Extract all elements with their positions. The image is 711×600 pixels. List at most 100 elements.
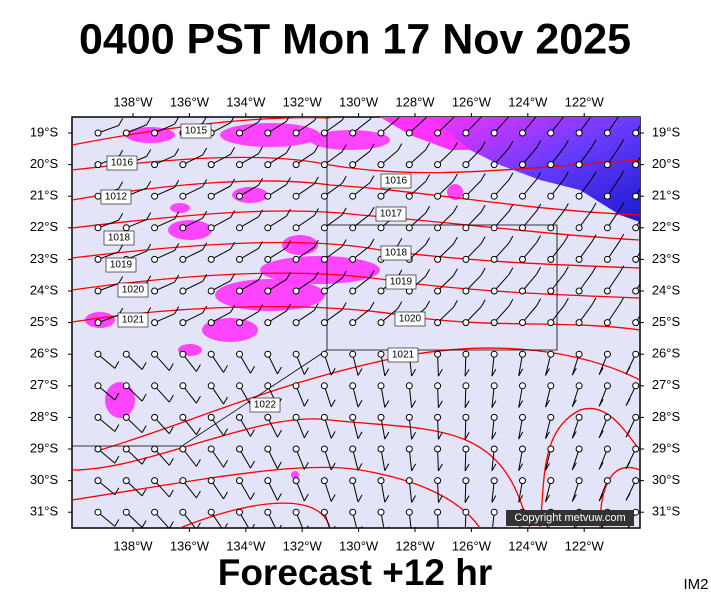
wind-barb [384, 431, 390, 440]
wind-barb [509, 110, 513, 117]
wind-barb [210, 185, 231, 197]
wind-station [575, 224, 583, 232]
wind-station [490, 319, 498, 327]
wind-barb [258, 241, 263, 249]
wind-barb [258, 117, 262, 123]
wind-station [490, 445, 498, 453]
isobar-label-box [180, 123, 212, 139]
wind-barb [591, 171, 597, 179]
wind-station [207, 224, 215, 232]
wind-station [349, 477, 357, 485]
isobar-label-box [106, 155, 138, 171]
lat-label: 23°S [30, 251, 59, 266]
wind-barb [182, 480, 197, 499]
isobar-label: 1019 [390, 277, 413, 288]
wind-station [575, 382, 583, 390]
wind-barb [313, 239, 319, 248]
wind-barb [341, 117, 345, 121]
wind-barb [578, 209, 593, 229]
wind-station [236, 477, 243, 485]
wind-barb [380, 308, 399, 323]
wind-station [519, 192, 526, 200]
wind-station [490, 129, 498, 137]
wind-station [94, 319, 102, 327]
wind-barb [277, 493, 282, 501]
wind-barb [286, 208, 291, 217]
wind-barb [518, 495, 524, 503]
wind-barb [154, 511, 170, 528]
wind-barb [384, 400, 390, 408]
wind-barb [635, 219, 640, 229]
wind-station [207, 350, 215, 358]
lon-label: 138°W [113, 94, 153, 109]
lat-label: 29°S [652, 440, 681, 455]
wind-barb [437, 417, 439, 440]
wind-barb [267, 215, 287, 229]
wind-barb [548, 526, 550, 528]
wind-barb [324, 182, 343, 197]
wind-station [632, 129, 640, 137]
wind-station [320, 224, 328, 232]
wind-station [462, 508, 470, 516]
wind-barb [465, 180, 482, 197]
wind-barb [635, 314, 640, 323]
wind-barb [545, 494, 550, 503]
wind-barb [550, 210, 565, 229]
wind-barb [647, 139, 651, 146]
isobar-label: 1016 [111, 158, 134, 169]
wind-station [151, 161, 159, 169]
wind-station [547, 350, 555, 358]
wind-station [151, 129, 159, 137]
lon-label: 128°W [395, 94, 435, 109]
wind-barb [491, 354, 495, 377]
wind-station [292, 224, 300, 232]
wind-barb [352, 277, 371, 292]
wind-barb [174, 243, 180, 251]
wind-barb [619, 265, 625, 274]
wind-station [434, 477, 442, 485]
wind-barb [352, 417, 359, 439]
wind-barb [267, 353, 278, 375]
wind-station [292, 445, 300, 453]
wind-barb [360, 526, 363, 528]
wind-station [236, 224, 243, 232]
wind-barb [230, 241, 236, 250]
wind-barb [574, 525, 577, 528]
wind-barb [210, 417, 224, 436]
wind-barb [330, 431, 336, 439]
wind-barb [522, 242, 538, 260]
wind-station [462, 477, 470, 485]
wind-barb [464, 495, 470, 503]
wind-barb [425, 205, 431, 214]
wind-barb [239, 311, 259, 324]
wind-barb [491, 432, 497, 440]
wind-station [547, 287, 555, 295]
wind-barb [578, 272, 593, 292]
wind-station [547, 192, 555, 200]
wind-barb [230, 178, 236, 187]
wind-barb [352, 308, 371, 323]
wind-barb [182, 448, 197, 467]
isobar-label: 1012 [105, 192, 128, 203]
wind-station [377, 287, 385, 295]
wind-barb [125, 480, 143, 497]
wind-barb [154, 417, 170, 435]
wind-barb [196, 490, 201, 499]
wind-station [151, 413, 159, 421]
wind-barb [647, 234, 651, 241]
wind-barb [545, 368, 550, 376]
wind-barb [437, 495, 443, 503]
wind-barb [114, 361, 120, 369]
lon-label: 122°W [565, 538, 605, 553]
wind-station [575, 319, 583, 327]
wind-station [490, 161, 498, 169]
wind-barb [267, 310, 287, 324]
isobar [539, 407, 640, 528]
wind-barb [267, 278, 287, 292]
wind-barb [258, 209, 263, 218]
lon-label: 128°W [395, 538, 435, 553]
wind-barb [437, 117, 454, 134]
wind-barb [545, 431, 550, 439]
wind-barb [182, 312, 203, 324]
wind-barb [380, 512, 385, 528]
